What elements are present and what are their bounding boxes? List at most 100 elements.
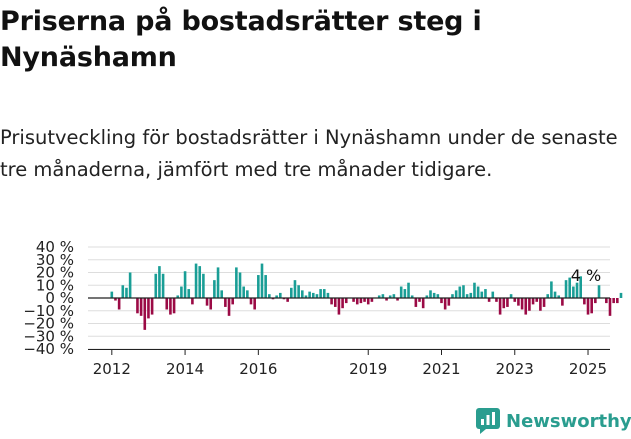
bar [407, 282, 410, 298]
bar [117, 298, 121, 310]
bar [458, 286, 462, 298]
bar [205, 298, 209, 306]
bar [143, 298, 147, 330]
bar [491, 291, 495, 298]
bar [271, 298, 275, 300]
bar [550, 281, 553, 298]
y-tick-label: −20 % [23, 315, 74, 333]
bar [279, 292, 282, 298]
x-tick-label: 2012 [93, 360, 131, 378]
bar [125, 287, 128, 298]
bar [246, 290, 249, 298]
bar [337, 298, 341, 315]
bar [484, 289, 487, 298]
bar [608, 298, 612, 316]
y-tick-label: −10 % [23, 302, 74, 320]
bar [586, 298, 590, 315]
bar [509, 294, 513, 298]
bar [311, 292, 315, 298]
bar [290, 287, 293, 298]
bar [561, 298, 564, 306]
bar [469, 292, 473, 298]
bar [158, 266, 161, 298]
bar [110, 291, 114, 298]
bar [388, 295, 392, 298]
y-tick-label: 40 % [36, 238, 74, 256]
bar [139, 298, 143, 316]
bar [308, 291, 311, 298]
bar [594, 298, 597, 304]
bar [429, 290, 432, 298]
bar [370, 298, 374, 302]
bar [257, 275, 260, 298]
bar [169, 298, 172, 315]
bar [322, 289, 326, 298]
brand-name: Newsworthy [506, 410, 631, 432]
bar [590, 298, 593, 314]
bar [546, 294, 550, 298]
bar [498, 298, 502, 315]
bar [403, 289, 407, 298]
y-tick-label: 10 % [36, 276, 74, 294]
x-tick-label: 2021 [422, 360, 460, 378]
bar [495, 298, 498, 302]
bar [597, 285, 601, 298]
bar [396, 298, 399, 301]
bar [436, 294, 440, 298]
bar [275, 295, 278, 298]
x-tick-label: 2016 [239, 360, 277, 378]
bar [572, 286, 575, 298]
bar [326, 292, 330, 298]
bar [154, 273, 158, 298]
bar [161, 273, 165, 298]
bar [213, 280, 216, 298]
bar [443, 298, 447, 310]
bar [539, 298, 542, 311]
x-tick-label: 2025 [569, 360, 607, 378]
bar [202, 273, 205, 298]
bar [575, 282, 579, 298]
bar [528, 298, 531, 311]
x-tick-label: 2023 [496, 360, 534, 378]
bar-chart: −40 %−30 %−20 %−10 %0 %10 %20 %30 %40 % … [23, 238, 623, 378]
bar [605, 298, 608, 304]
bar [616, 298, 619, 304]
bar [180, 286, 183, 298]
last-value-annotation: 4 % [571, 266, 601, 285]
bar [506, 298, 509, 307]
bar [249, 298, 253, 305]
bar [238, 272, 242, 298]
bar [227, 298, 231, 316]
bar [410, 295, 414, 298]
bar [198, 266, 202, 298]
bar [564, 280, 568, 298]
bar [385, 298, 388, 301]
bar [220, 290, 224, 298]
bar [165, 298, 169, 310]
bar [451, 294, 454, 298]
bar [425, 295, 429, 298]
bar [531, 298, 535, 305]
newsworthy-logo-icon [476, 408, 500, 434]
bar [447, 298, 451, 306]
bar [619, 292, 623, 298]
x-tick-label: 2014 [166, 360, 204, 378]
bar [355, 298, 359, 305]
y-tick-label: 30 % [36, 251, 74, 269]
bar [432, 292, 436, 298]
bar [352, 298, 355, 302]
bar [147, 298, 150, 319]
bar [304, 295, 308, 298]
bar [333, 298, 337, 307]
bar [260, 263, 264, 298]
bar [282, 298, 286, 300]
bar [377, 295, 381, 298]
bar [187, 289, 191, 298]
bar [150, 298, 154, 315]
y-tick-label: −40 % [23, 340, 74, 358]
bar [172, 298, 176, 314]
bar [330, 298, 333, 305]
bar [297, 285, 300, 298]
bar [286, 298, 289, 302]
bar [209, 298, 213, 310]
